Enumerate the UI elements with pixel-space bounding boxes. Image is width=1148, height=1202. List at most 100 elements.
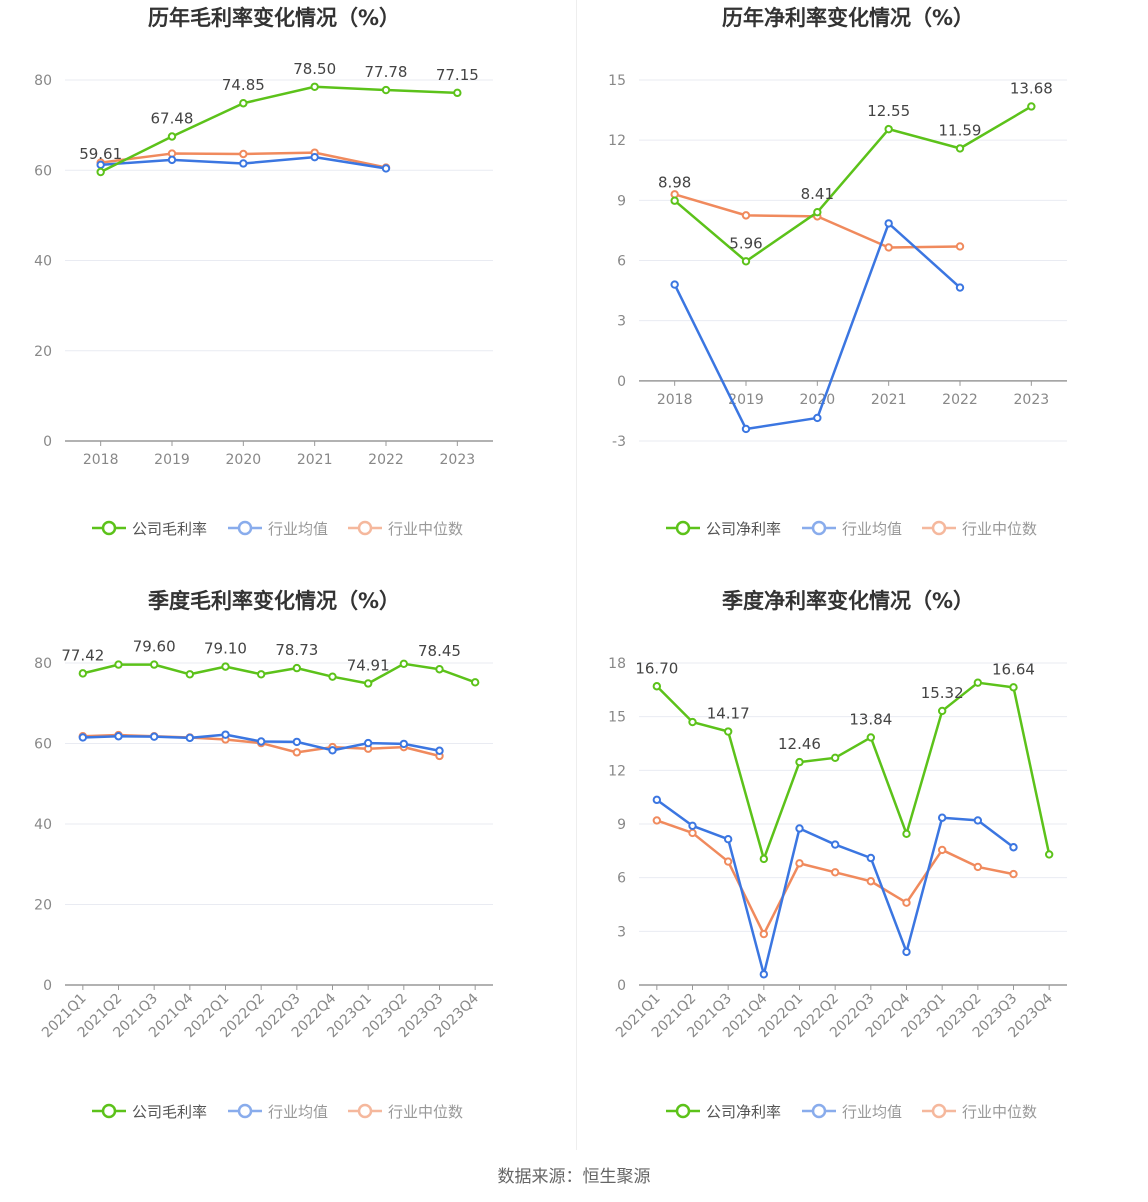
data-label: 77.42 [61, 646, 104, 664]
chart-title: 季度净利率变化情况（%） [722, 589, 974, 613]
data-point-company [167, 132, 177, 141]
legend-item-avg[interactable]: 行业均值 [802, 1103, 902, 1121]
legend-marker [237, 1103, 253, 1119]
data-point-avg [78, 733, 88, 742]
data-point-avg [688, 821, 697, 830]
legend-marker [931, 520, 947, 536]
legend-item-median[interactable]: 行业中位数 [348, 1103, 463, 1121]
data-point-avg [1009, 843, 1018, 852]
x-tick-label: 2021 [297, 452, 333, 468]
y-tick-label: 3 [617, 314, 626, 330]
data-point-median [866, 877, 876, 886]
legend-label: 行业均值 [268, 520, 328, 538]
data-label: 77.78 [365, 63, 408, 81]
legend-item-company[interactable]: 公司净利率 [666, 520, 781, 538]
legend-label: 行业均值 [842, 1103, 902, 1121]
chart-quarterly-net: 季度净利率变化情况（%）03691215182021Q12021Q22021Q3… [608, 589, 1067, 1121]
chart-panel-quarterly-net: 季度净利率变化情况（%） 0 3 6 9 12 15 18 2021Q1 2021Q2 2021Q3… [574, 583, 1148, 1166]
chart-annual-net: 历年净利率变化情况（%） -3 0 3 6 9 12 15 2018 2019 2020 2021 20… [608, 6, 1067, 538]
legend-item-company[interactable]: 公司净利率 [666, 1103, 781, 1121]
data-label: 12.46 [778, 735, 821, 753]
x-tick-label: 2018 [83, 452, 119, 468]
data-point-company [1027, 102, 1036, 111]
y-tick-label: 40 [34, 817, 52, 833]
legend-label: 公司净利率 [706, 1103, 781, 1121]
y-tick-label: 0 [43, 978, 52, 994]
data-point-company [256, 670, 266, 679]
chart-title: 历年净利率变化情况（%） [722, 6, 974, 30]
chart-annual-gross: 历年毛利率变化情况（%） 0 20 40 60 80 2018 2019 2020 2021 202… [34, 6, 493, 538]
data-point-avg [741, 424, 751, 434]
series-line-avg [656, 798, 1015, 976]
data-point-company [723, 727, 733, 736]
data-point-avg [830, 840, 840, 849]
data-point-company [149, 660, 159, 669]
legend-item-avg[interactable]: 行业均值 [228, 1103, 328, 1121]
y-tick-label: 0 [43, 434, 52, 450]
data-point-company [328, 672, 337, 681]
data-point-median [688, 828, 697, 838]
legend-marker [931, 1103, 947, 1119]
data-point-median [937, 845, 947, 855]
data-label: 5.96 [729, 234, 762, 252]
data-point-avg [866, 853, 876, 863]
data-label: 59.61 [79, 145, 122, 163]
data-point-company [884, 124, 893, 134]
data-point-avg [381, 164, 391, 173]
data-point-company [78, 669, 88, 678]
legend-item-avg[interactable]: 行业均值 [228, 520, 328, 538]
data-point-company [114, 660, 123, 669]
data-point-avg [670, 280, 679, 289]
data-point-avg [937, 813, 947, 822]
y-tick-label: 18 [608, 656, 626, 672]
y-tick-label: 9 [617, 817, 626, 833]
data-point-avg [652, 795, 662, 805]
data-point-company [470, 678, 480, 687]
legend-marker [101, 1103, 117, 1119]
y-tick-label: 0 [617, 978, 626, 994]
series-line-company [82, 662, 476, 685]
data-label: 77.15 [436, 66, 479, 84]
y-tick-label: 40 [34, 254, 52, 270]
x-tick-label: 2019 [154, 452, 190, 468]
x-tick-label: 2023 [1014, 392, 1050, 408]
x-tick-label: 2020 [800, 392, 836, 408]
data-point-median [652, 816, 662, 825]
series-line-company [673, 105, 1032, 263]
legend-label: 行业均值 [842, 520, 902, 538]
series-line-company [655, 681, 1051, 861]
data-label: 12.55 [867, 102, 910, 120]
data-point-avg [363, 738, 373, 748]
y-tick-label: 20 [34, 344, 52, 360]
data-point-company [670, 196, 679, 205]
data-point-company [185, 670, 195, 679]
y-tick-label: 80 [34, 656, 52, 672]
y-tick-label: 6 [617, 254, 626, 270]
chart-quarterly-gross: 季度毛利率变化情况（%）0204060802021Q12021Q22021Q32… [34, 589, 493, 1121]
x-tick-label: 2021 [871, 392, 907, 408]
legend-item-company[interactable]: 公司毛利率 [92, 520, 207, 538]
data-point-avg [239, 159, 248, 168]
legend-item-median[interactable]: 行业中位数 [348, 520, 463, 538]
legend-item-avg[interactable]: 行业均值 [802, 520, 902, 538]
y-tick-label: 80 [34, 73, 52, 89]
legend-item-median[interactable]: 行业中位数 [922, 1103, 1037, 1121]
chart-panel-annual-gross: 历年毛利率变化情况（%） 0 20 40 60 80 2018 2019 2020 2021 202… [0, 0, 574, 583]
legend-marker [101, 520, 117, 536]
data-point-company [937, 706, 947, 716]
data-point-company [795, 757, 804, 767]
data-label: 79.60 [133, 638, 176, 656]
data-point-median [759, 929, 769, 939]
legend-item-median[interactable]: 行业中位数 [922, 520, 1037, 538]
x-tick-label: 2020 [226, 452, 262, 468]
data-point-company [866, 733, 876, 742]
data-label: 13.68 [1010, 79, 1053, 97]
data-point-avg [399, 739, 409, 749]
data-point-median [973, 862, 983, 872]
data-label: 16.64 [992, 660, 1035, 678]
legend-item-company[interactable]: 公司毛利率 [92, 1103, 207, 1121]
legend-label: 行业中位数 [962, 520, 1037, 538]
data-point-company [902, 829, 911, 839]
data-point-company [381, 85, 391, 95]
legend-label: 公司净利率 [706, 520, 781, 538]
